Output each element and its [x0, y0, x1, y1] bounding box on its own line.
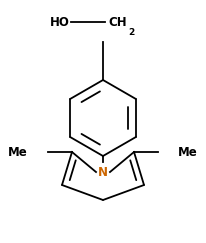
Text: CH: CH — [108, 16, 126, 28]
Text: 2: 2 — [127, 28, 134, 37]
Text: Me: Me — [8, 146, 28, 158]
Text: HO: HO — [50, 16, 70, 28]
Text: Me: Me — [177, 146, 197, 158]
Text: N: N — [97, 165, 108, 179]
